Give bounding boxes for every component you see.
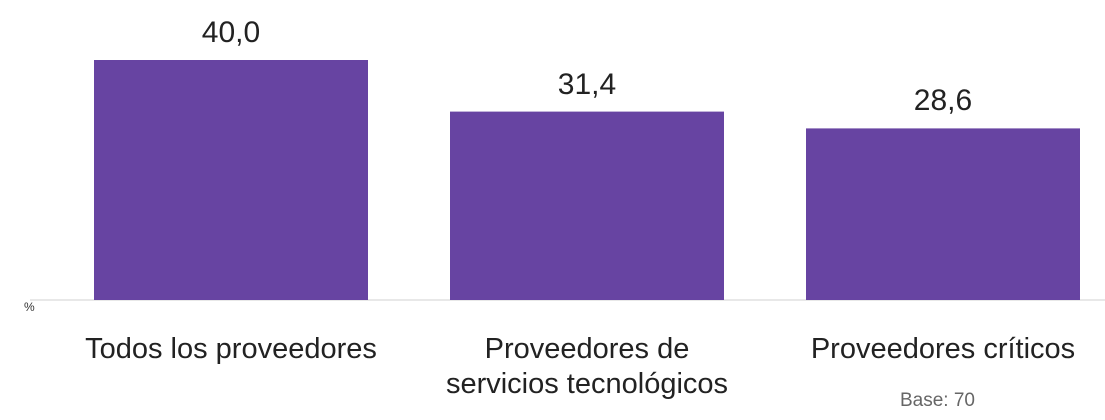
bar (94, 60, 368, 300)
value-label: 31,4 (557, 67, 617, 101)
bar (806, 128, 1080, 300)
bar (450, 111, 724, 300)
x-tick-label: Todos los proveedores (85, 333, 377, 365)
y-axis-label: % (24, 300, 35, 314)
x-tick-label: Proveedores de servicios tecnológicos (445, 333, 729, 400)
value-label: 40,0 (201, 16, 261, 49)
value-label: 28,6 (913, 84, 973, 118)
note: Base: 70 (900, 390, 975, 411)
x-tick-label: Proveedores críticos (810, 333, 1076, 365)
